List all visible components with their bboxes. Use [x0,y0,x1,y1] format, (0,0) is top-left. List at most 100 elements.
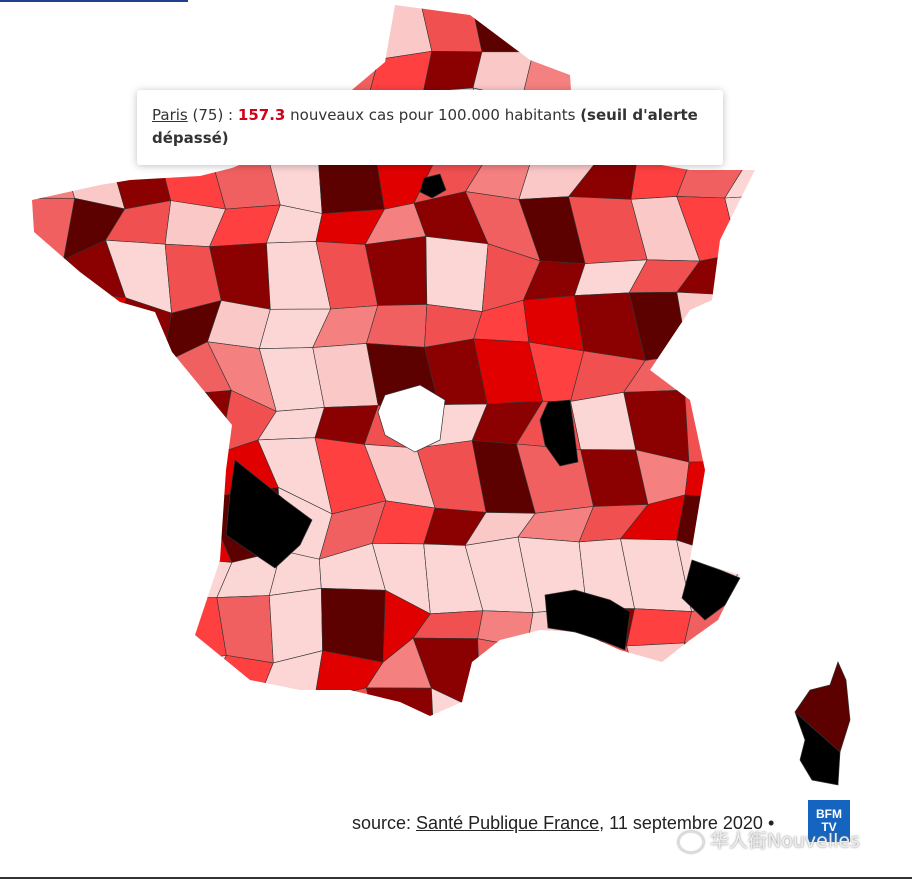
department [377,384,446,453]
department [626,608,692,647]
watermark: 华人街Nouvelles [678,826,860,853]
department [724,159,755,199]
tooltip-code: (75) : [192,106,234,124]
department [211,5,279,49]
department [268,587,323,664]
department [47,490,125,564]
department [569,708,645,716]
department [529,5,586,65]
department [779,259,851,294]
department [544,589,631,651]
department [787,493,845,561]
source: source: Santé Publique France, 11 septem… [352,813,774,834]
department [365,687,436,716]
source-prefix: source: [352,813,412,833]
department [57,104,128,145]
department [162,690,227,716]
department [733,496,755,562]
tooltip: Paris (75) : 157.3 nouveaux cas pour 100… [137,90,723,165]
department [32,286,69,353]
bottom-bar [0,877,912,879]
department [208,655,274,697]
tooltip-text: nouveaux cas pour 100.000 habitants [290,106,576,124]
department [780,354,851,399]
department [522,706,595,716]
department [423,50,483,92]
department [726,35,755,103]
department [165,5,229,45]
department [52,699,127,716]
department [32,642,65,711]
department [32,37,72,106]
department [425,236,489,312]
department [526,637,594,712]
department [101,698,178,716]
department [101,550,176,599]
department [48,351,119,399]
department [208,690,284,716]
department [779,36,843,103]
department [32,350,69,396]
department [624,5,691,63]
department [726,596,755,650]
department [362,5,433,60]
department [684,460,748,500]
department [50,286,126,357]
department [779,11,852,36]
department [539,399,579,467]
department [259,695,332,716]
department [109,396,178,464]
department [59,594,125,665]
department [676,291,748,357]
department [736,293,755,365]
source-link[interactable]: Santé Publique France [416,813,600,833]
source-date: , 11 septembre 2020 • [599,813,775,833]
logo: BFM TV [808,800,850,842]
department [32,197,76,260]
department [737,705,755,716]
department [779,587,854,659]
department [32,252,64,292]
department [477,638,534,712]
department [736,253,755,296]
department [157,597,227,665]
department [57,37,128,114]
tooltip-value: 157.3 [237,106,286,124]
department [57,5,125,39]
department [32,140,76,199]
department [576,5,648,65]
tooltip-status: (seuil d'alerte dépassé) [152,106,698,147]
department [786,102,842,162]
department [32,10,66,44]
department [672,37,750,94]
department [684,642,740,709]
department [32,594,65,665]
department [48,388,125,460]
department [780,390,848,457]
department [730,645,755,709]
department [315,5,380,60]
department [779,195,851,262]
department [157,497,233,563]
corsica-south [794,711,841,786]
department [32,559,74,599]
department [156,452,221,500]
tooltip-place: Paris [152,106,188,124]
department [419,173,447,199]
department [32,490,74,564]
department [626,642,693,710]
department [466,706,535,716]
department [32,388,68,457]
department [101,656,170,700]
department [726,5,755,39]
department [779,149,845,199]
department [684,387,748,463]
highlight-departments [225,173,851,786]
department [681,559,741,621]
department [52,656,125,711]
department [733,453,755,500]
department [787,454,848,497]
department [320,587,386,663]
logo-line2: TV [821,820,837,834]
